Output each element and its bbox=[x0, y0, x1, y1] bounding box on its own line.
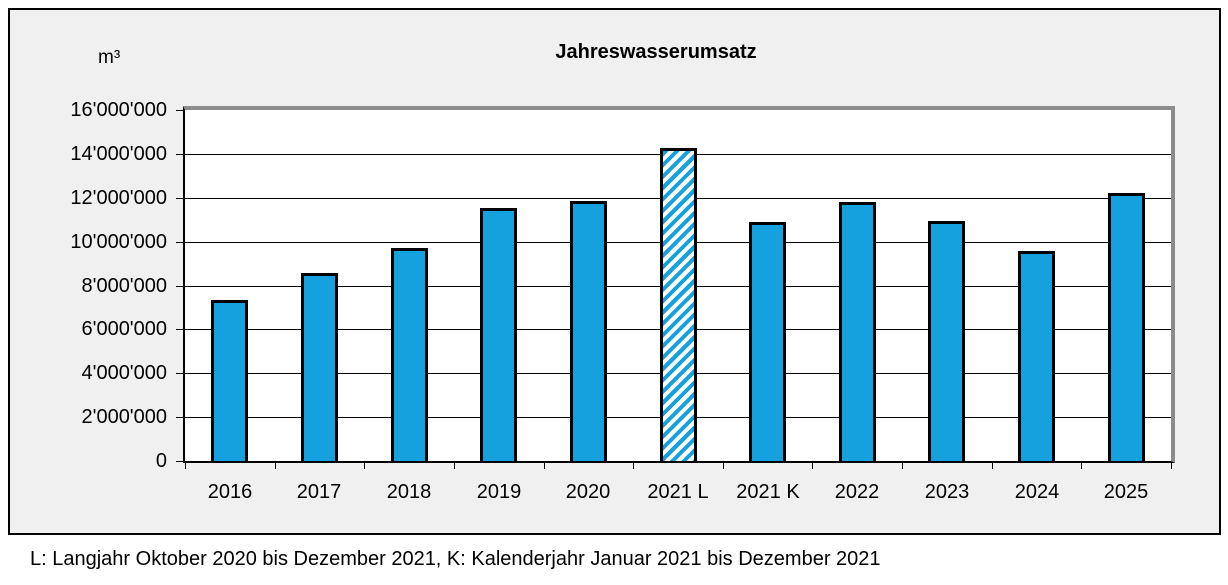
bar-2023 bbox=[928, 221, 965, 461]
x-axis-tick bbox=[812, 463, 813, 469]
y-axis-tick bbox=[176, 154, 183, 155]
x-axis-label: 2021 K bbox=[736, 481, 800, 503]
footnote: L: Langjahr Oktober 2020 bis Dezember 20… bbox=[30, 548, 881, 570]
y-axis-unit-label: m³ bbox=[98, 47, 121, 68]
plot-area bbox=[183, 106, 1175, 463]
x-axis-tick bbox=[1171, 463, 1172, 469]
bar-2021-l bbox=[660, 148, 697, 461]
x-axis-tick bbox=[275, 463, 276, 469]
x-axis-tick bbox=[544, 463, 545, 469]
x-axis-label: 2018 bbox=[386, 481, 432, 503]
bar-2017 bbox=[301, 273, 338, 461]
x-axis-tick bbox=[902, 463, 903, 469]
y-axis-tick bbox=[176, 329, 183, 330]
bar-2025 bbox=[1108, 193, 1145, 461]
y-axis-label: 16'000'000 bbox=[70, 99, 167, 121]
x-axis-label: 2020 bbox=[565, 481, 611, 503]
y-axis-tick bbox=[176, 373, 183, 374]
y-axis-tick bbox=[176, 286, 183, 287]
x-axis-tick bbox=[992, 463, 993, 469]
y-axis-label: 4'000'000 bbox=[81, 362, 168, 384]
x-axis-tick bbox=[454, 463, 455, 469]
chart-frame: m³ Jahreswasserumsatz 16'000'000 14'000'0… bbox=[8, 8, 1221, 535]
y-axis-tick bbox=[176, 242, 183, 243]
x-axis-label: 2019 bbox=[476, 481, 522, 503]
x-axis-tick bbox=[364, 463, 365, 469]
y-axis-tick bbox=[176, 110, 183, 111]
x-axis-label: 2023 bbox=[924, 481, 970, 503]
y-axis-label: 12'000'000 bbox=[70, 187, 167, 209]
y-axis-label: 14'000'000 bbox=[70, 143, 167, 165]
y-axis-label: 0 bbox=[155, 450, 167, 472]
bar-2018 bbox=[391, 248, 428, 461]
x-axis-tick bbox=[723, 463, 724, 469]
x-axis-label: 2022 bbox=[834, 481, 880, 503]
bar-2020 bbox=[570, 201, 607, 461]
x-axis-label: 2017 bbox=[296, 481, 342, 503]
x-axis-tick bbox=[633, 463, 634, 469]
y-axis-label: 6'000'000 bbox=[81, 318, 168, 340]
y-axis-tick bbox=[176, 461, 183, 462]
x-axis-label: 2016 bbox=[207, 481, 253, 503]
y-axis-label: 2'000'000 bbox=[81, 406, 168, 428]
bar-2021-k bbox=[749, 222, 786, 461]
x-axis-label: 2025 bbox=[1103, 481, 1149, 503]
bar-2022 bbox=[839, 202, 876, 461]
y-axis-label: 8'000'000 bbox=[81, 275, 168, 297]
y-axis-tick bbox=[176, 417, 183, 418]
y-axis-label: 10'000'000 bbox=[70, 231, 167, 253]
y-axis-tick bbox=[176, 198, 183, 199]
bar-2024 bbox=[1018, 251, 1055, 461]
bar-2019 bbox=[480, 208, 517, 461]
x-axis-tick bbox=[1081, 463, 1082, 469]
x-axis-tick bbox=[185, 463, 186, 469]
plot-inner bbox=[185, 110, 1171, 461]
x-axis-label: 2024 bbox=[1014, 481, 1060, 503]
chart-title: Jahreswasserumsatz bbox=[555, 41, 757, 63]
bar-2016 bbox=[211, 300, 248, 461]
x-axis-label: 2021 L bbox=[647, 481, 709, 503]
